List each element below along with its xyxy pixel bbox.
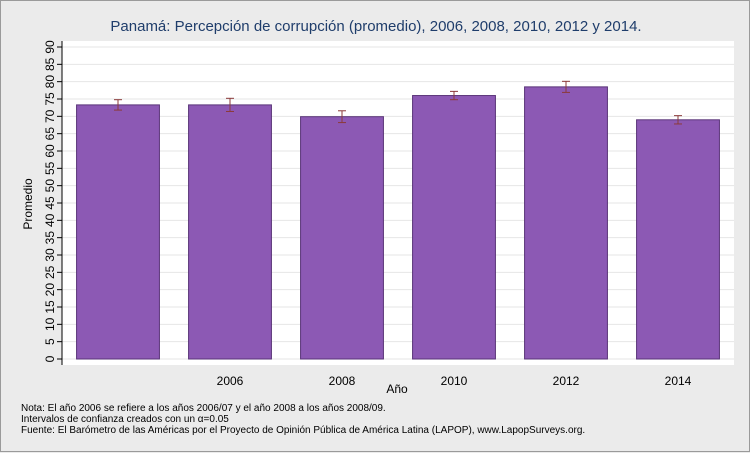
bar [76, 104, 160, 360]
y-tick-label: 60 [43, 144, 57, 158]
bar [412, 95, 496, 360]
y-tick-label: 35 [43, 231, 57, 245]
y-tick-label: 55 [43, 161, 57, 175]
bar [636, 119, 720, 360]
y-tick-label: 80 [43, 75, 57, 89]
note-line-3: Fuente: El Barómetro de las Américas por… [21, 425, 586, 436]
y-tick-label: 20 [43, 283, 57, 297]
y-tick-label: 30 [43, 248, 57, 262]
chart-title: Panamá: Percepción de corrupción (promed… [110, 18, 641, 35]
bar [188, 104, 272, 360]
y-tick-label: 45 [43, 196, 57, 210]
y-tick-label: 15 [43, 300, 57, 314]
x-tick-label: 2006 [217, 374, 244, 388]
bars [76, 86, 720, 360]
y-tick-label: 10 [43, 317, 57, 331]
y-tick-label: 90 [43, 40, 57, 54]
bar [524, 86, 608, 360]
error-bars [114, 80, 682, 125]
x-axis-title: Año [386, 382, 408, 396]
y-tick-label: 75 [43, 92, 57, 106]
x-tick-label: 2008 [329, 374, 356, 388]
y-tick-label: 0 [43, 355, 57, 362]
bar [300, 116, 384, 360]
y-tick-label: 50 [43, 179, 57, 193]
axes: 0 5 10 15 20 25 30 35 40 45 50 55 60 65 70 75 80 85 90 2006… [43, 40, 692, 388]
x-tick-label: 2010 [441, 374, 468, 388]
y-axis-title: Promedio [21, 178, 35, 230]
y-tick-label: 65 [43, 127, 57, 141]
grid-lines [62, 46, 734, 360]
note-line-2: Intervalos de confianza creados con un α… [21, 414, 229, 425]
y-tick-label: 85 [43, 57, 57, 71]
y-tick-label: 5 [43, 338, 57, 345]
y-tick-label: 25 [43, 265, 57, 279]
y-tick-label: 70 [43, 109, 57, 123]
x-tick-label: 2012 [553, 374, 580, 388]
note-line-1: Nota: El año 2006 se refiere a los años … [21, 403, 386, 414]
y-tick-label: 40 [43, 213, 57, 227]
x-tick-label: 2014 [665, 374, 692, 388]
